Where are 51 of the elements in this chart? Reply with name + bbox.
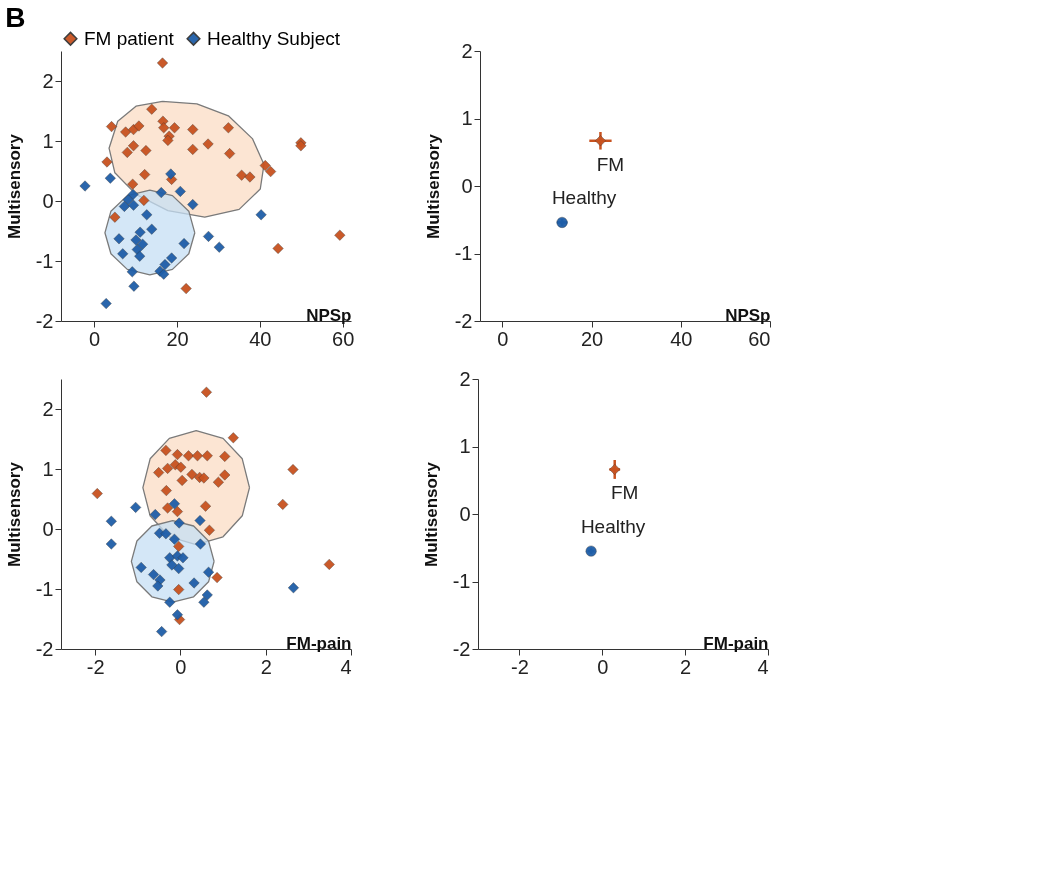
series-label: FM [611, 482, 639, 504]
legend-label: Healthy Subject [207, 27, 341, 49]
x-tick-label: 2 [260, 655, 272, 678]
y-tick-label: 0 [459, 502, 471, 525]
text: B [5, 2, 26, 33]
x-tick-label: 0 [597, 655, 609, 678]
x-tick-label: 40 [670, 327, 693, 350]
series-label: Healthy [551, 187, 617, 209]
y-tick-label: -2 [454, 309, 473, 332]
x-tick-label: 20 [580, 327, 604, 350]
x-axis-title: NPSp [306, 305, 352, 325]
y-tick-label: -2 [35, 309, 54, 332]
x-tick-label: 2 [680, 655, 692, 678]
x-tick-label: 40 [249, 327, 272, 350]
y-tick-label: 2 [461, 39, 473, 62]
x-tick-label: 0 [497, 327, 509, 350]
series-label: Healthy [580, 516, 646, 538]
x-tick-label: 20 [166, 327, 189, 350]
y-tick-label: -2 [35, 637, 54, 660]
x-tick-label: 4 [340, 655, 352, 678]
x-tick-label: 4 [757, 655, 769, 678]
y-tick-label: 1 [461, 107, 473, 129]
y-axis-title: Multisensory [4, 133, 24, 239]
y-tick-label: 1 [459, 435, 471, 457]
y-tick-label: 2 [459, 367, 471, 390]
x-axis-title: NPSp [725, 305, 771, 325]
x-axis-title: FM-pain [286, 633, 352, 653]
x-axis-title: FM-pain [703, 633, 769, 653]
x-tick-label: -2 [511, 655, 529, 678]
y-tick-label: 0 [42, 517, 54, 540]
x-tick-label: 0 [89, 327, 101, 350]
x-tick-label: 60 [332, 327, 355, 350]
y-tick-label: -1 [454, 242, 473, 264]
y-tick-label: 0 [461, 174, 473, 197]
y-tick-label: 1 [42, 129, 54, 152]
y-tick-label: -1 [35, 577, 54, 600]
y-tick-label: -1 [35, 249, 54, 272]
x-tick-label: -2 [86, 655, 105, 678]
series-label: FM [596, 153, 625, 175]
y-tick-label: 2 [42, 397, 54, 420]
x-tick-label: 60 [748, 327, 771, 350]
x-tick-label: 0 [175, 655, 187, 678]
y-tick-label: 0 [42, 189, 54, 212]
y-axis-title: Multisensory [421, 461, 441, 567]
y-tick-label: -2 [452, 637, 471, 660]
y-axis-title: Multisensory [423, 133, 443, 239]
y-axis-title: Multisensory [4, 461, 24, 567]
y-tick-label: -1 [452, 570, 471, 592]
legend-label: FM patient [84, 27, 175, 49]
y-tick-label: 2 [42, 69, 54, 92]
y-tick-label: 1 [42, 457, 54, 480]
